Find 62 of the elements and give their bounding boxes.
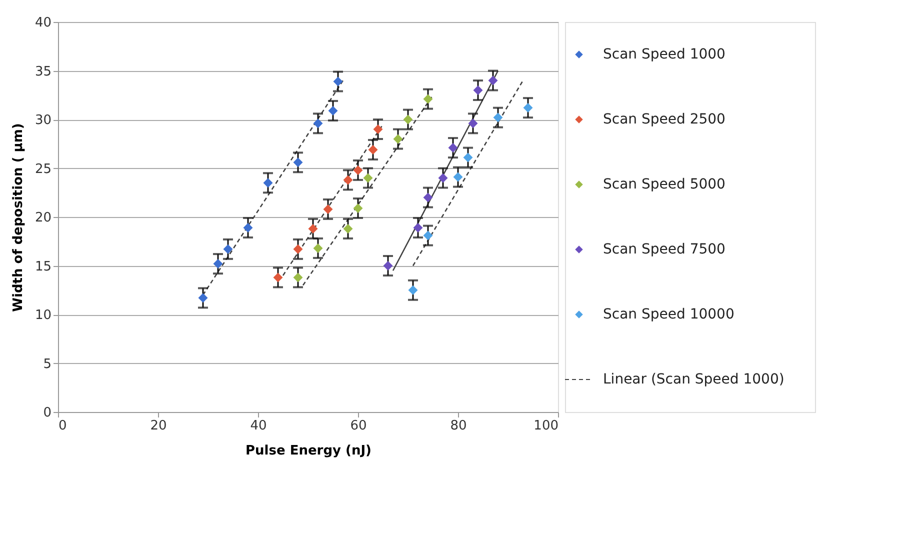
point — [243, 222, 253, 232]
legend-label: Scan Speed 5000 — [603, 176, 726, 192]
y-tick-label: 35 — [34, 64, 52, 80]
point — [353, 203, 363, 213]
legend-label: Linear (Scan Speed 1000) — [603, 372, 784, 388]
point — [313, 118, 323, 128]
point — [423, 230, 433, 240]
y-tick-label: 30 — [34, 113, 52, 128]
point — [373, 124, 383, 134]
x-tick-label: 100 — [534, 418, 558, 434]
point — [313, 243, 323, 253]
point — [198, 293, 208, 303]
point — [213, 259, 223, 269]
point — [353, 165, 363, 175]
point — [468, 118, 478, 128]
y-tick-label: 10 — [34, 308, 52, 323]
legend-label: Scan Speed 2500 — [603, 112, 726, 128]
point — [368, 144, 378, 154]
legend-label: Scan Speed 7500 — [603, 242, 726, 258]
point — [488, 76, 498, 86]
point — [383, 261, 393, 270]
point — [408, 285, 418, 295]
y-tick-label: 25 — [34, 162, 52, 177]
point — [448, 143, 458, 153]
y-tick-label: 40 — [34, 16, 52, 30]
point — [293, 244, 303, 254]
point — [343, 224, 353, 234]
point — [263, 178, 273, 188]
x-tick-label: 20 — [150, 418, 167, 434]
point — [393, 134, 403, 144]
point — [473, 86, 483, 95]
y-tick-label: 0 — [43, 406, 52, 420]
point — [323, 204, 333, 214]
point — [493, 112, 503, 122]
point — [523, 103, 533, 113]
x-tick-label: 0 — [58, 418, 67, 434]
y-tick-label: 15 — [34, 259, 52, 274]
legend-label: Scan Speed 1000 — [603, 46, 726, 62]
point — [423, 94, 433, 104]
x-axis-title: Pulse Energy (nJ) — [246, 444, 372, 458]
point — [403, 114, 413, 124]
point — [293, 272, 303, 282]
x-tick-label: 40 — [250, 418, 267, 434]
y-tick-label: 5 — [43, 356, 52, 372]
point — [463, 152, 473, 162]
legend-label: Scan Speed 10000 — [603, 306, 734, 322]
point — [453, 172, 463, 182]
point — [333, 76, 343, 86]
point — [413, 222, 423, 232]
point — [423, 192, 433, 202]
point — [308, 224, 318, 234]
point — [293, 158, 303, 168]
y-tick-label: 20 — [34, 210, 52, 226]
point — [363, 173, 373, 183]
x-tick-label: 80 — [450, 418, 467, 434]
point — [343, 175, 353, 185]
y-axis-title: Width of deposition ( µm) — [10, 123, 26, 312]
point — [328, 106, 338, 116]
point — [273, 272, 283, 282]
x-tick-label: 60 — [350, 418, 367, 434]
point — [438, 173, 448, 183]
point — [223, 244, 233, 254]
